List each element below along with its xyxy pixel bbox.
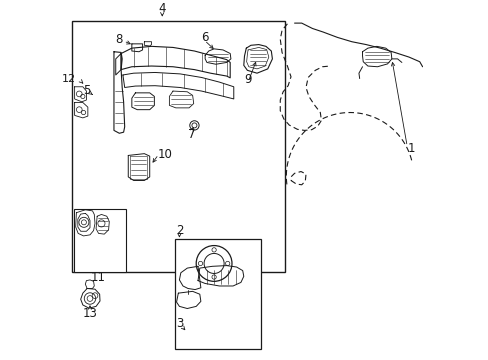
Text: 13: 13 bbox=[82, 307, 97, 320]
Text: 9: 9 bbox=[244, 73, 251, 86]
Text: 1: 1 bbox=[407, 142, 415, 155]
Bar bbox=[72, 21, 285, 272]
Text: 8: 8 bbox=[115, 33, 122, 46]
Text: 12: 12 bbox=[61, 73, 76, 84]
Text: 11: 11 bbox=[90, 271, 105, 284]
Text: 2: 2 bbox=[175, 224, 183, 237]
Bar bbox=[174, 239, 260, 348]
Text: 4: 4 bbox=[158, 2, 165, 15]
Text: 5: 5 bbox=[83, 84, 91, 97]
Text: 6: 6 bbox=[200, 31, 208, 44]
Bar bbox=[73, 209, 126, 272]
Text: 3: 3 bbox=[175, 317, 183, 330]
Text: 7: 7 bbox=[187, 128, 195, 141]
Text: 10: 10 bbox=[157, 148, 172, 161]
